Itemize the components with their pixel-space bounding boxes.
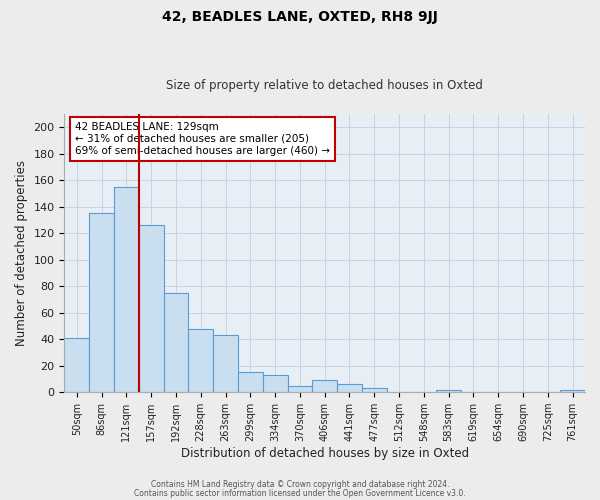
Text: Contains HM Land Registry data © Crown copyright and database right 2024.: Contains HM Land Registry data © Crown c… — [151, 480, 449, 489]
Text: 42 BEADLES LANE: 129sqm
← 31% of detached houses are smaller (205)
69% of semi-d: 42 BEADLES LANE: 129sqm ← 31% of detache… — [75, 122, 330, 156]
Title: Size of property relative to detached houses in Oxted: Size of property relative to detached ho… — [166, 79, 483, 92]
Text: Contains public sector information licensed under the Open Government Licence v3: Contains public sector information licen… — [134, 488, 466, 498]
Y-axis label: Number of detached properties: Number of detached properties — [15, 160, 28, 346]
Bar — [213, 336, 238, 392]
Bar — [114, 187, 139, 392]
Bar — [89, 214, 114, 392]
Bar — [188, 328, 213, 392]
Bar — [313, 380, 337, 392]
Bar — [560, 390, 585, 392]
Bar — [263, 375, 287, 392]
Bar — [238, 372, 263, 392]
Bar — [64, 338, 89, 392]
Bar — [337, 384, 362, 392]
Bar — [139, 226, 164, 392]
Bar — [164, 293, 188, 392]
Bar — [287, 386, 313, 392]
Bar — [436, 390, 461, 392]
Bar — [362, 388, 386, 392]
Text: 42, BEADLES LANE, OXTED, RH8 9JJ: 42, BEADLES LANE, OXTED, RH8 9JJ — [162, 10, 438, 24]
X-axis label: Distribution of detached houses by size in Oxted: Distribution of detached houses by size … — [181, 447, 469, 460]
